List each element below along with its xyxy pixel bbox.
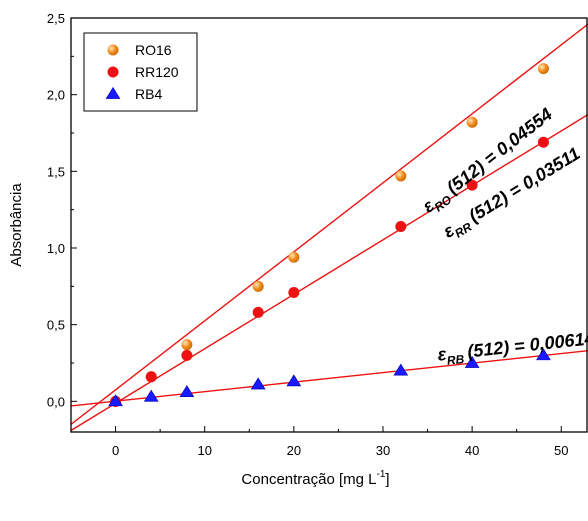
legend-marker-rr120	[107, 66, 119, 78]
point-rb4	[179, 385, 195, 397]
x-tick-label: 10	[197, 443, 211, 458]
point-ro16	[181, 339, 193, 351]
x-tick-label: 50	[554, 443, 568, 458]
fit-line-rr120	[71, 114, 588, 432]
legend-label-rb4: RB4	[135, 86, 162, 102]
legend-label-ro16: RO16	[135, 42, 172, 58]
x-axis-title-main: Concentração [mg L	[241, 471, 376, 488]
legend-marker-rb4	[105, 86, 121, 99]
point-rr120	[395, 221, 407, 233]
legend-box	[83, 32, 198, 112]
y-tick-label: 1,5	[47, 164, 65, 179]
x-tick-label: 0	[112, 443, 119, 458]
x-tick-label: 30	[376, 443, 390, 458]
point-ro16	[466, 116, 478, 128]
data-points	[108, 63, 551, 407]
point-rb4	[536, 348, 551, 361]
point-rb4	[250, 377, 266, 390]
point-rr120	[252, 306, 264, 318]
fit-lines	[71, 23, 588, 432]
x-axis-title-close: ]	[385, 471, 389, 488]
point-rr120	[466, 179, 478, 191]
y-axis-title: Absorbância	[8, 183, 25, 267]
x-ticks: 0 10 20 30 40 50	[70, 426, 568, 458]
point-rr120	[537, 136, 549, 148]
x-tick-label: 40	[465, 443, 479, 458]
x-axis-title-sup: -1	[377, 469, 386, 480]
equation-label-rr120: εRR(512) = 0,03511	[440, 143, 586, 245]
y-tick-label: 0,5	[47, 318, 65, 333]
fit-line-ro16	[71, 23, 588, 425]
legend: RO16 RR120 RB4	[83, 32, 198, 112]
point-rr120	[288, 286, 300, 298]
point-rb4	[143, 389, 159, 402]
y-ticks: 0,0 0,5 1,0 1,5 2,0 2,5	[47, 11, 77, 409]
y-tick-label: 2,5	[47, 11, 65, 26]
point-ro16	[395, 170, 407, 182]
x-tick-label: 20	[287, 443, 301, 458]
legend-marker-ro16	[107, 44, 119, 56]
point-ro16	[252, 280, 264, 292]
x-axis-title: Concentração [mg L-1]	[241, 469, 389, 488]
y-tick-label: 0,0	[47, 394, 65, 409]
point-rr120	[145, 371, 157, 383]
point-ro16	[537, 63, 549, 75]
point-ro16	[288, 251, 300, 263]
plot-frame	[70, 17, 588, 433]
point-rb4	[393, 363, 409, 376]
point-rb4	[464, 355, 480, 368]
point-rb4	[286, 374, 302, 387]
fit-line-rb4	[71, 350, 588, 407]
point-rb4	[108, 394, 123, 407]
y-tick-label: 1,0	[47, 241, 65, 256]
point-rr120	[181, 349, 193, 361]
legend-label-rr120: RR120	[135, 64, 179, 80]
equation-label-rb4: εRB(512) = 0,00614	[437, 328, 588, 369]
y-tick-label: 2,0	[47, 88, 65, 103]
